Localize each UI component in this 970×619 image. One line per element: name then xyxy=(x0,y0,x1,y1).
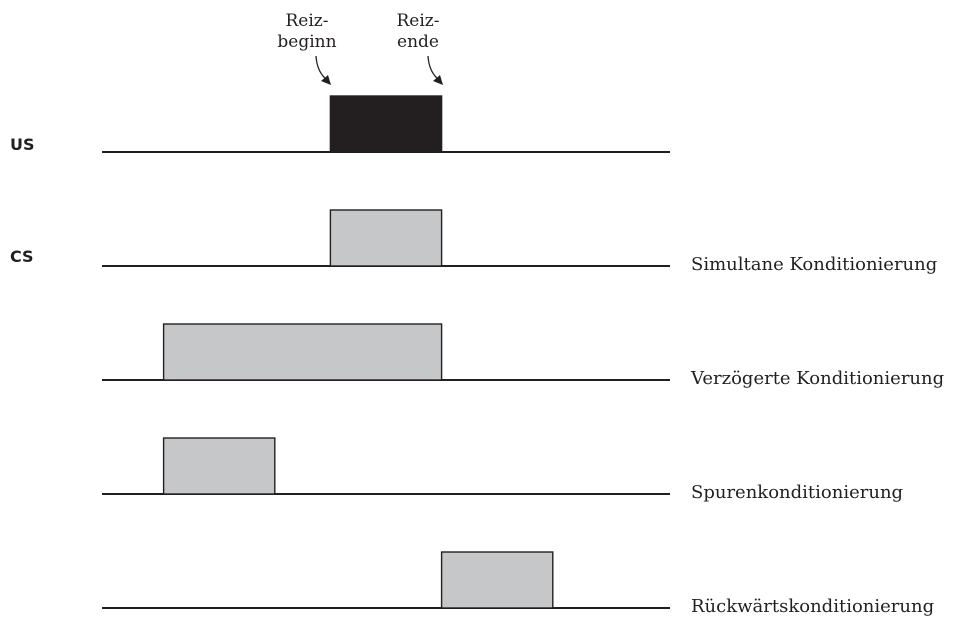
conditioning-type-label: Simultane Konditionierung xyxy=(691,254,937,275)
cs-stimulus-pulse xyxy=(440,551,554,609)
stimulus-onset-label-line1: Reiz- xyxy=(286,11,329,31)
conditioning-type-label: Spurenkonditionierung xyxy=(691,482,903,503)
stimulus-offset-label-line1: Reiz- xyxy=(397,11,440,31)
stimulus-offset-arrow-icon xyxy=(427,55,440,81)
stimulus-onset-annotation: Reiz- beginn xyxy=(277,11,337,85)
us-stimulus-pulse xyxy=(329,95,443,153)
cs-stimulus-pulse xyxy=(162,323,443,381)
stimulus-onset-arrow-icon xyxy=(315,55,328,81)
stimulus-offset-annotation: Reiz- ende xyxy=(397,11,443,85)
timing-row-2: Simultane Konditionierung xyxy=(102,209,937,275)
conditioning-type-label: Verzögerte Konditionierung xyxy=(690,368,944,389)
stimulus-onset-label-line2: beginn xyxy=(277,32,336,52)
timing-row-1 xyxy=(102,95,670,153)
us-label: US xyxy=(10,135,35,154)
cs-stimulus-pulse xyxy=(162,437,276,495)
timing-row-5: Rückwärtskonditionierung xyxy=(102,551,934,617)
cs-label: CS xyxy=(10,247,34,266)
timing-rows: Simultane Konditionierung Verzögerte Kond… xyxy=(102,95,944,617)
stimulus-offset-arrowhead-icon xyxy=(433,75,443,85)
timing-row-4: Spurenkonditionierung xyxy=(102,437,903,503)
stimulus-onset-arrowhead-icon xyxy=(321,75,331,85)
stimulus-offset-label-line2: ende xyxy=(397,32,439,52)
timing-row-3: Verzögerte Konditionierung xyxy=(102,323,944,389)
conditioning-type-label: Rückwärtskonditionierung xyxy=(691,596,934,617)
cs-stimulus-pulse xyxy=(329,209,443,267)
